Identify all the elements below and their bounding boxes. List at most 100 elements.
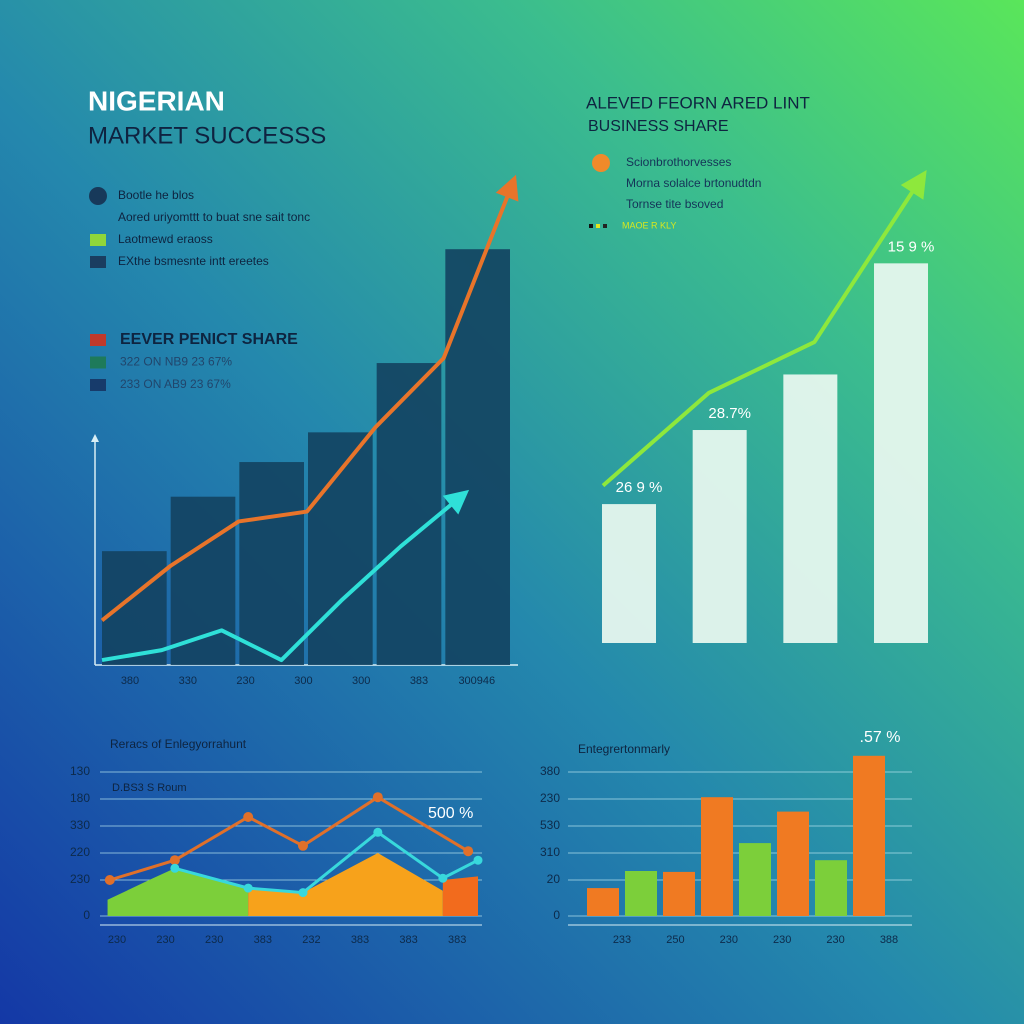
x-tick-label: 300: [294, 675, 312, 687]
legend-label: EXthe bsmesnte intt ereetes: [118, 254, 269, 268]
y-tick-label: 20: [547, 872, 561, 886]
bar: [587, 888, 619, 916]
bar: [102, 551, 167, 665]
line: [101, 495, 463, 663]
title: MARKET SUCCESSS: [88, 122, 326, 149]
bar: [239, 462, 304, 665]
bar: [777, 811, 809, 916]
legend-marker: [592, 154, 610, 172]
bar-label: 15 9 %: [888, 238, 935, 255]
y-tick-label: 180: [70, 791, 90, 805]
x-tick-label: 230: [108, 934, 126, 946]
title: Reracs of Enlegyorrahunt: [110, 737, 247, 751]
point: [169, 855, 180, 866]
x-tick-label: 232: [302, 934, 320, 946]
bar: [170, 496, 236, 665]
bar: [701, 797, 733, 916]
x-tick-label: 383: [351, 934, 369, 946]
x-tick-label: 230: [156, 934, 174, 946]
x-tick-label: 230: [236, 675, 254, 687]
y-tick-label: 380: [540, 764, 560, 778]
x-tick-label: 250: [666, 934, 684, 946]
legend-label: Laotmewd eraoss: [118, 232, 213, 246]
x-tick-label: 233: [613, 934, 631, 946]
annotation: .57 %: [860, 729, 901, 746]
legend-marker: [90, 234, 106, 246]
legend-marker: [90, 356, 106, 369]
area: [107, 868, 249, 916]
point: [243, 883, 253, 893]
point: [373, 827, 383, 837]
legend-marker: [90, 334, 106, 346]
legend-marker: [89, 187, 107, 205]
line: [601, 178, 922, 488]
legend-label: Scionbrothorvesses: [626, 155, 731, 169]
bar-label: 28.7%: [708, 405, 751, 422]
y-tick-label: 0: [553, 908, 560, 922]
axis-arrow: [91, 434, 99, 442]
arrow-head: [495, 174, 519, 202]
x-tick-label: 388: [880, 934, 898, 946]
point: [463, 846, 474, 857]
x-tick-label: 300: [352, 675, 370, 687]
y-tick-label: 330: [70, 818, 90, 832]
point: [243, 812, 254, 822]
legend-marker: [90, 379, 106, 391]
point: [438, 873, 448, 883]
y-tick-label: 530: [540, 818, 560, 832]
x-tick-label: 383: [254, 934, 272, 946]
x-tick-label: 230: [773, 934, 791, 946]
bar: [663, 871, 695, 916]
line: [174, 830, 479, 895]
x-tick-label: 383: [448, 934, 466, 946]
subtitle: D.BS3 S Roum: [112, 782, 187, 794]
bar: [815, 860, 847, 916]
legend-label: Tornse tite bsoved: [626, 197, 723, 211]
legend-label: EEVER PENICT SHARE: [120, 331, 298, 348]
line: [100, 184, 514, 623]
legend-label: 233 ON AB9 23 67%: [120, 377, 231, 391]
point: [170, 863, 180, 873]
legend-marker: [596, 224, 600, 228]
bar: [376, 363, 442, 665]
y-tick-label: 0: [83, 908, 90, 922]
title: NIGERIAN: [88, 85, 225, 116]
x-tick-label: 300946: [458, 675, 495, 687]
legend-label: Bootle he blos: [118, 188, 194, 202]
y-tick-label: 130: [70, 764, 90, 778]
point: [473, 855, 483, 865]
annotation: 500 %: [428, 805, 473, 822]
point: [372, 792, 383, 803]
title: Entegrertonmarly: [578, 742, 670, 756]
legend-marker: [603, 224, 607, 228]
x-tick-label: 380: [121, 675, 139, 687]
x-tick-label: 230: [205, 934, 223, 946]
x-tick-label: 230: [826, 934, 844, 946]
point: [104, 875, 115, 885]
bar: [739, 843, 771, 916]
y-tick-label: 230: [540, 791, 560, 805]
legend-label: 322 ON NB9 23 67%: [120, 355, 232, 369]
title: ALEVED FEORN ARED LINT: [586, 93, 810, 112]
bar: [692, 430, 747, 643]
y-tick-label: 310: [540, 845, 560, 859]
legend-label: Morna solalce brtonudtdn: [626, 176, 761, 190]
y-tick-label: 220: [70, 845, 90, 859]
legend-label: Aored uriyomttt to buat sne sait tonc: [118, 210, 310, 224]
bar: [602, 504, 656, 643]
title: BUSINESS SHARE: [588, 118, 728, 135]
x-tick-label: 383: [399, 934, 417, 946]
arrow-head: [442, 489, 470, 515]
bar: [445, 249, 510, 665]
line: [109, 795, 469, 882]
legend-marker: [589, 224, 593, 228]
bar: [625, 871, 657, 916]
bar: [783, 374, 838, 643]
x-tick-label: 383: [410, 675, 428, 687]
x-tick-label: 330: [179, 675, 197, 687]
legend-label: MAOE R KLY: [622, 220, 676, 230]
area: [248, 853, 443, 916]
bar: [308, 432, 373, 665]
